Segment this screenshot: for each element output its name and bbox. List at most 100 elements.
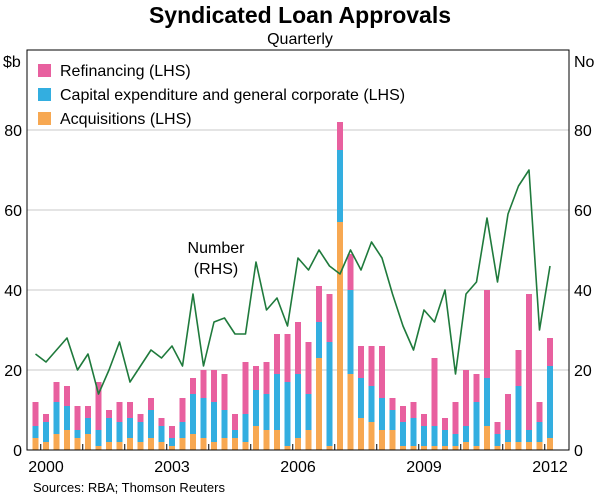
- bar-refinancing-46: [515, 350, 522, 386]
- y-tick-labels: 0 20 40 60 80 0 20 40 60 80: [4, 123, 592, 460]
- bar-capex-19: [232, 430, 238, 438]
- bar-acquisitions-25: [295, 438, 301, 450]
- bar-capex-0: [32, 426, 39, 438]
- bar-capex-25: [295, 374, 301, 438]
- bar-acquisitions-24: [284, 446, 291, 450]
- x-tick-2003: 2003: [154, 459, 190, 476]
- bar-acquisitions-1: [43, 442, 49, 450]
- bar-capex-17: [211, 402, 217, 442]
- bar-capex-42: [473, 402, 480, 446]
- bar-capex-15: [190, 394, 196, 434]
- bar-capex-10: [137, 422, 144, 442]
- bar-acquisitions-29: [337, 222, 343, 450]
- bar-refinancing-16: [200, 370, 207, 398]
- bar-capex-44: [494, 434, 501, 446]
- bar-capex-11: [148, 410, 154, 438]
- bar-capex-16: [200, 398, 207, 438]
- bar-refinancing-48: [536, 402, 543, 422]
- y-tick-left-60: 60: [4, 203, 22, 220]
- bar-acquisitions-6: [95, 446, 102, 450]
- bar-capex-38: [431, 426, 438, 446]
- bar-refinancing-47: [526, 294, 532, 430]
- bar-capex-24: [284, 382, 291, 446]
- source-note: Sources: RBA; Thomson Reuters: [33, 480, 225, 495]
- bar-refinancing-36: [410, 402, 417, 418]
- bar-acquisitions-14: [179, 438, 186, 450]
- x-tick-labels: 2000 2003 2006 2009 2012: [28, 444, 568, 476]
- bar-capex-4: [74, 430, 81, 438]
- bar-refinancing-43: [484, 290, 490, 378]
- bar-refinancing-15: [190, 378, 196, 394]
- bar-capex-48: [536, 422, 543, 442]
- bar-acquisitions-45: [505, 442, 511, 450]
- right-axis-unit: No: [574, 54, 595, 71]
- bar-capex-31: [358, 378, 364, 418]
- bar-refinancing-37: [421, 414, 427, 426]
- number-series-line: [35, 169, 551, 395]
- bar-capex-14: [179, 422, 186, 438]
- bar-capex-39: [442, 430, 448, 446]
- bar-refinancing-49: [547, 338, 553, 366]
- bar-acquisitions-21: [253, 426, 259, 450]
- bar-capex-45: [505, 430, 511, 442]
- bar-refinancing-17: [211, 370, 217, 402]
- x-tick-2012: 2012: [532, 459, 568, 476]
- bar-refinancing-9: [127, 402, 133, 418]
- chart-subtitle: Quarterly: [267, 31, 333, 48]
- bar-capex-40: [452, 434, 459, 446]
- bar-acquisitions-37: [421, 446, 427, 450]
- bar-refinancing-4: [74, 406, 81, 430]
- bar-refinancing-33: [379, 346, 385, 398]
- y-tick-right-0: 0: [574, 443, 583, 460]
- bar-acquisitions-42: [473, 446, 480, 450]
- number-annotation-line2: (RHS): [194, 261, 238, 278]
- bar-acquisitions-34: [389, 430, 396, 450]
- bar-refinancing-34: [389, 398, 396, 410]
- bar-refinancing-14: [179, 398, 186, 422]
- bar-refinancing-44: [494, 422, 501, 434]
- y-tick-left-20: 20: [4, 363, 22, 380]
- bar-capex-35: [400, 422, 406, 446]
- bar-acquisitions-47: [526, 442, 532, 450]
- legend-swatch-refinancing: [38, 64, 51, 77]
- bar-acquisitions-12: [158, 442, 165, 450]
- bar-refinancing-11: [148, 398, 154, 410]
- bar-acquisitions-0: [32, 438, 39, 450]
- bar-refinancing-39: [442, 418, 448, 430]
- bar-refinancing-30: [347, 254, 354, 290]
- y-tick-right-80: 80: [574, 123, 592, 140]
- y-tick-right-20: 20: [574, 363, 592, 380]
- bar-refinancing-21: [253, 366, 259, 390]
- bar-refinancing-40: [452, 402, 459, 434]
- bar-refinancing-19: [232, 414, 238, 430]
- bar-refinancing-5: [85, 406, 91, 418]
- bar-acquisitions-16: [200, 438, 207, 450]
- bar-acquisitions-27: [316, 358, 322, 450]
- bar-capex-21: [253, 390, 259, 426]
- bar-refinancing-22: [263, 362, 270, 394]
- bar-acquisitions-41: [463, 442, 469, 450]
- bar-refinancing-24: [284, 334, 291, 382]
- bar-acquisitions-31: [358, 418, 364, 450]
- bar-capex-36: [410, 418, 417, 446]
- bars: [32, 122, 553, 450]
- bar-capex-12: [158, 426, 165, 442]
- bar-capex-13: [169, 438, 175, 446]
- bar-capex-8: [116, 422, 123, 442]
- bar-acquisitions-3: [64, 430, 70, 450]
- bar-capex-43: [484, 378, 490, 426]
- bar-acquisitions-5: [85, 434, 91, 450]
- bar-capex-9: [127, 418, 133, 438]
- bar-refinancing-18: [221, 374, 228, 410]
- bar-refinancing-13: [169, 426, 175, 438]
- bar-acquisitions-10: [137, 442, 144, 450]
- legend-label-acquisitions: Acquisitions (LHS): [60, 111, 192, 128]
- bar-acquisitions-23: [274, 430, 280, 450]
- bar-refinancing-25: [295, 322, 301, 374]
- bar-acquisitions-15: [190, 434, 196, 450]
- bar-capex-18: [221, 410, 228, 438]
- bar-acquisitions-40: [452, 446, 459, 450]
- bar-capex-26: [305, 394, 312, 430]
- y-tick-left-0: 0: [13, 443, 22, 460]
